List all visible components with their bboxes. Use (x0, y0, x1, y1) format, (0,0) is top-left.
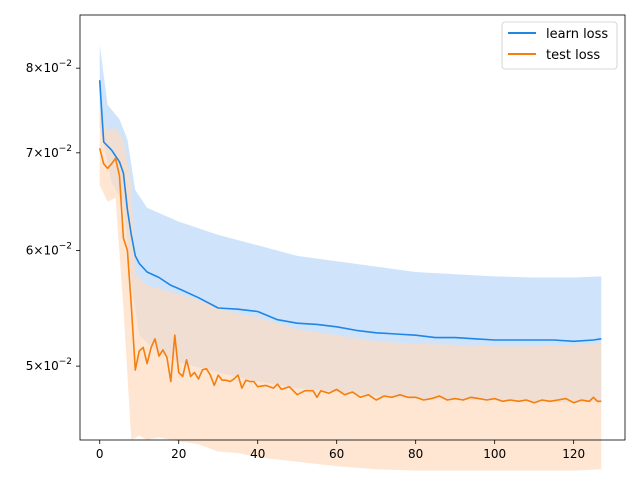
y-tick-label: 5×10−2 (26, 357, 72, 373)
line-test-loss (98, 148, 602, 404)
x-tick-label: 40 (250, 447, 265, 461)
plot-frame (79, 14, 626, 441)
y-axis: 8×10−2 7×10−2 6×10−2 5×10−2 (26, 59, 80, 373)
x-tick-label: 60 (329, 447, 344, 461)
legend-label-learn-loss: learn loss (546, 27, 608, 42)
confidence-bands (99, 44, 602, 471)
x-tick-label: 0 (96, 447, 104, 461)
y-tick-label: 7×10−2 (26, 144, 72, 160)
y-tick-label: 8×10−2 (26, 59, 72, 75)
x-tick-label: 120 (562, 447, 585, 461)
legend-label-test-loss: test loss (546, 48, 600, 63)
x-tick-label: 20 (171, 447, 186, 461)
x-tick-label: 80 (408, 447, 423, 461)
legend: learn loss test loss (501, 21, 618, 70)
x-axis: 0 20 40 60 80 100 120 (96, 440, 585, 461)
band-test-loss (99, 113, 602, 471)
x-tick-label: 100 (483, 447, 506, 461)
line-learn-loss (98, 80, 602, 343)
series-lines (98, 80, 602, 404)
y-tick-label: 6×10−2 (26, 242, 72, 258)
